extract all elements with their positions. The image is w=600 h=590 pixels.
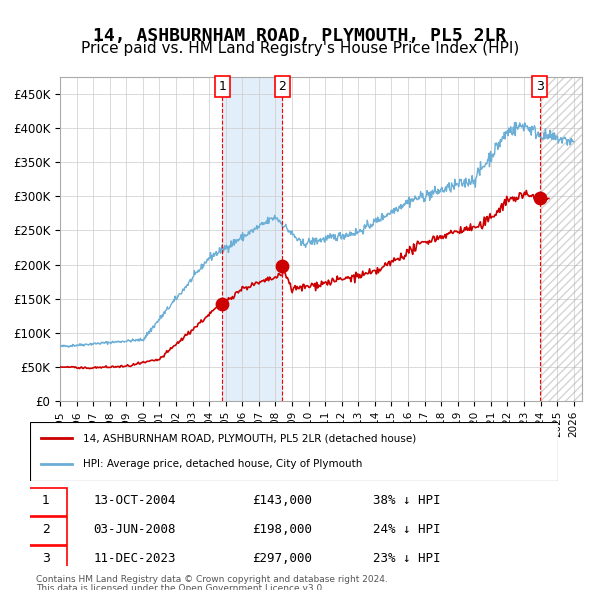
Point [217,299,227,308]
Text: This data is licensed under the Open Government Licence v3.0.: This data is licensed under the Open Gov… [36,584,325,590]
Text: 3: 3 [536,80,544,93]
Bar [540,77,582,401]
Text: 38% ↓ HPI: 38% ↓ HPI [373,494,440,507]
Text: Price paid vs. HM Land Registry's House Price Index (HPI): Price paid vs. HM Land Registry's House … [81,41,519,56]
FancyBboxPatch shape [25,546,67,574]
Text: 24% ↓ HPI: 24% ↓ HPI [373,523,440,536]
Text: £297,000: £297,000 [252,552,312,565]
Text: 2: 2 [42,523,50,536]
Text: 11-DEC-2023: 11-DEC-2023 [94,552,176,565]
FancyBboxPatch shape [25,488,67,516]
Point [278,261,287,271]
FancyBboxPatch shape [25,517,67,545]
Text: HPI: Average price, detached house, City of Plymouth: HPI: Average price, detached house, City… [83,460,362,469]
Text: 14, ASHBURNHAM ROAD, PLYMOUTH, PL5 2LR (detached house): 14, ASHBURNHAM ROAD, PLYMOUTH, PL5 2LR (… [83,434,416,443]
Text: 13-OCT-2004: 13-OCT-2004 [94,494,176,507]
Text: £198,000: £198,000 [252,523,312,536]
Text: Contains HM Land Registry data © Crown copyright and database right 2024.: Contains HM Land Registry data © Crown c… [36,575,388,584]
Bar [222,77,283,401]
Text: 14, ASHBURNHAM ROAD, PLYMOUTH, PL5 2LR: 14, ASHBURNHAM ROAD, PLYMOUTH, PL5 2LR [94,27,506,45]
Bar [540,77,582,401]
Text: 03-JUN-2008: 03-JUN-2008 [94,523,176,536]
Point [535,194,545,203]
FancyBboxPatch shape [30,422,558,481]
Text: 23% ↓ HPI: 23% ↓ HPI [373,552,440,565]
Text: 2: 2 [278,80,286,93]
Text: £143,000: £143,000 [252,494,312,507]
Text: 1: 1 [218,80,226,93]
Text: 1: 1 [42,494,50,507]
Text: 3: 3 [42,552,50,565]
